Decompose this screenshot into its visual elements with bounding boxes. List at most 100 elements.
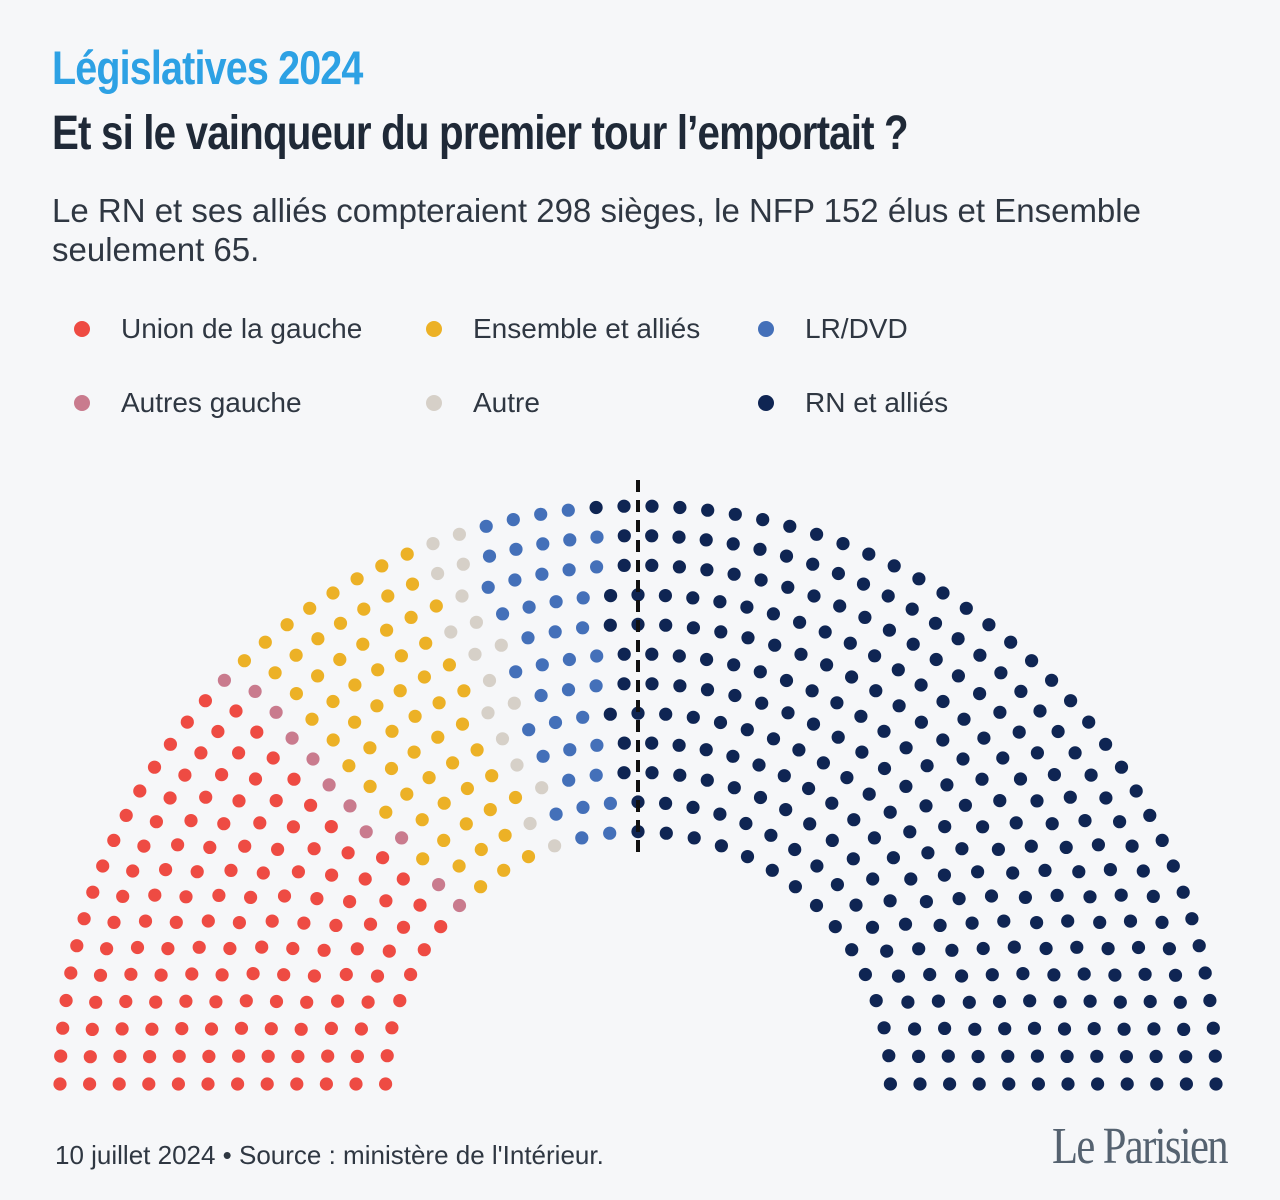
seat-dot [133,784,147,798]
seat-dot [645,499,659,513]
seat-dot [659,618,673,632]
seat-dot [53,1077,67,1091]
seat-dot [904,872,918,886]
seat-dot [407,745,421,759]
seat-dot [215,768,229,782]
seat-dot [1014,684,1028,698]
seat-dot [1146,889,1160,903]
seat-dot [993,794,1007,808]
seat-dot [311,632,325,646]
legend: Union de la gauche Ensemble et alliés LR… [74,305,1074,435]
seat-dot [563,743,577,757]
seat-dot [867,831,882,845]
seat-dot [938,820,952,834]
seat-dot [1072,865,1086,879]
seat-dot [300,995,314,1009]
seat-dot [419,636,433,650]
seat-dot [752,758,766,772]
seat-dot [232,746,246,760]
seat-dot [991,842,1006,856]
seat-dot [1203,993,1217,1008]
seat-dot [481,706,495,720]
seat-dot [955,969,969,983]
seat-dot [1051,724,1065,739]
seat-dot [687,831,701,845]
seat-dot [203,840,217,854]
seat-dot [779,673,794,688]
seat-dot [830,878,845,892]
seat-dot [287,772,301,786]
seat-dot [830,696,844,710]
seat-dot [1206,1021,1220,1035]
seat-dot [307,842,321,856]
seat-dot [321,1049,335,1063]
seat-dot [223,941,237,956]
seat-dot [1023,994,1037,1008]
seat-dot [93,968,108,982]
brand-logo: Le Parisien [1052,1118,1229,1175]
seat-dot [232,916,246,930]
seat-dot [617,499,631,513]
seat-dot [452,859,466,873]
seat-dot [363,917,378,931]
seat-dot [250,725,264,739]
seat-dot [417,670,431,684]
seat-dot [396,920,411,934]
seat-dot [673,500,687,515]
seat-dot [96,859,110,873]
seat-dot [107,915,121,929]
seat-dot [976,941,990,956]
seat-dot [877,1021,891,1035]
seat-dot [482,549,497,563]
seat-dot [1114,760,1129,774]
seat-dot [509,665,523,679]
seat-dot [198,694,212,708]
seat-dot [936,586,950,600]
seat-dot [154,968,168,982]
seat-dot [686,591,700,605]
seat-dot [590,649,604,663]
seat-dot [1068,746,1082,760]
seat-dot [882,623,897,637]
seat-dot [385,724,399,738]
seat-dot [753,790,768,805]
seat-dot [522,723,536,737]
seat-dot [375,559,389,573]
seat-dot [809,898,824,913]
seat-dot [211,724,225,739]
seat-dot [899,779,913,793]
seat-dot [1053,995,1067,1009]
seat-dot [434,920,448,934]
seat-dot [494,638,508,652]
seat-dot [147,760,162,774]
seat-dot [1038,863,1052,877]
seat-dot [201,1077,215,1091]
seat-dot [54,1049,68,1063]
seat-dot [631,706,645,720]
seat-dot [1045,817,1059,831]
seat-dot [912,942,926,956]
seat-dot [858,967,873,982]
seat-dot [936,694,950,709]
seat-dot [86,885,100,899]
seat-dot [957,712,971,726]
legend-item-lr-dvd: LR/DVD [758,313,908,345]
seat-dot [535,567,549,581]
seat-dot [536,749,550,763]
seat-dot [329,918,343,932]
seat-dot [1091,1077,1105,1091]
seat-dot [779,549,794,563]
seat-dot [271,842,285,856]
seat-dot [1192,939,1206,953]
seat-dot [754,573,768,587]
seat-dot [865,920,880,934]
seat-dot [645,647,659,661]
seat-dot [395,831,409,845]
seat-dot [1031,1077,1045,1091]
seat-dot [672,649,686,663]
seat-dot [393,684,407,698]
seat-dot [937,868,952,882]
seat-dot [854,709,868,723]
seat-dot [1176,885,1190,899]
seat-dot [452,898,467,913]
